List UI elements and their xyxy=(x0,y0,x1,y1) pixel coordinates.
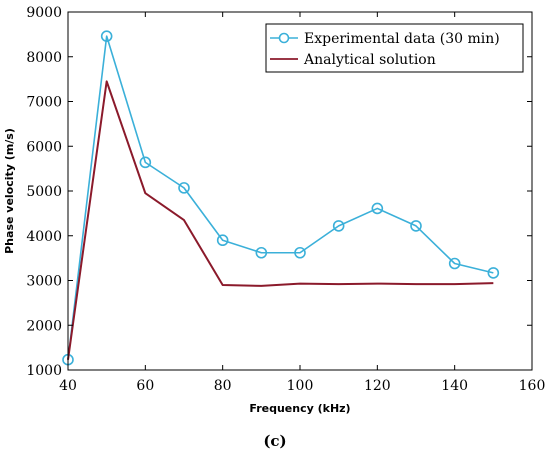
y-tick-label: 9000 xyxy=(26,5,62,21)
data-point xyxy=(410,220,422,232)
y-tick-label: 6000 xyxy=(26,139,62,155)
x-tick-label: 160 xyxy=(519,378,546,394)
data-point xyxy=(448,257,461,270)
data-point xyxy=(487,267,500,279)
x-axis-label: Frequency (kHz) xyxy=(249,402,350,415)
legend-entry-analytical: Analytical solution xyxy=(303,52,436,68)
x-tick-label: 100 xyxy=(287,378,314,394)
y-tick-label: 4000 xyxy=(26,229,62,245)
y-tick-label: 2000 xyxy=(26,318,62,334)
y-tick-label: 7000 xyxy=(26,95,62,111)
series-line-0 xyxy=(67,35,494,360)
x-tick-label: 40 xyxy=(59,378,77,394)
y-tick-label: 5000 xyxy=(26,184,62,200)
series-line-1 xyxy=(67,80,494,360)
data-point xyxy=(294,246,306,259)
figure-caption: (c) xyxy=(263,432,286,450)
data-point xyxy=(100,30,113,42)
y-tick-label: 1000 xyxy=(26,363,62,379)
y-tick-label: 8000 xyxy=(26,50,62,66)
legend: Experimental data (30 min) Analytical so… xyxy=(265,23,524,73)
data-point xyxy=(255,246,268,259)
legend-box xyxy=(265,23,524,73)
y-tick-label: 3000 xyxy=(26,274,62,290)
data-point xyxy=(178,182,190,194)
x-tick-label: 60 xyxy=(136,378,154,394)
x-tick-label: 140 xyxy=(441,378,468,394)
legend-swatch-experimental-marker xyxy=(278,32,290,44)
y-axis-label: Phase velocity (m/s) xyxy=(3,128,16,254)
x-tick-label: 80 xyxy=(214,378,232,394)
data-point xyxy=(216,234,229,247)
legend-entry-experimental: Experimental data (30 min) xyxy=(304,31,500,47)
data-point xyxy=(371,202,384,215)
data-point xyxy=(332,220,345,232)
data-point xyxy=(139,156,152,169)
x-tick-label: 120 xyxy=(364,378,391,394)
